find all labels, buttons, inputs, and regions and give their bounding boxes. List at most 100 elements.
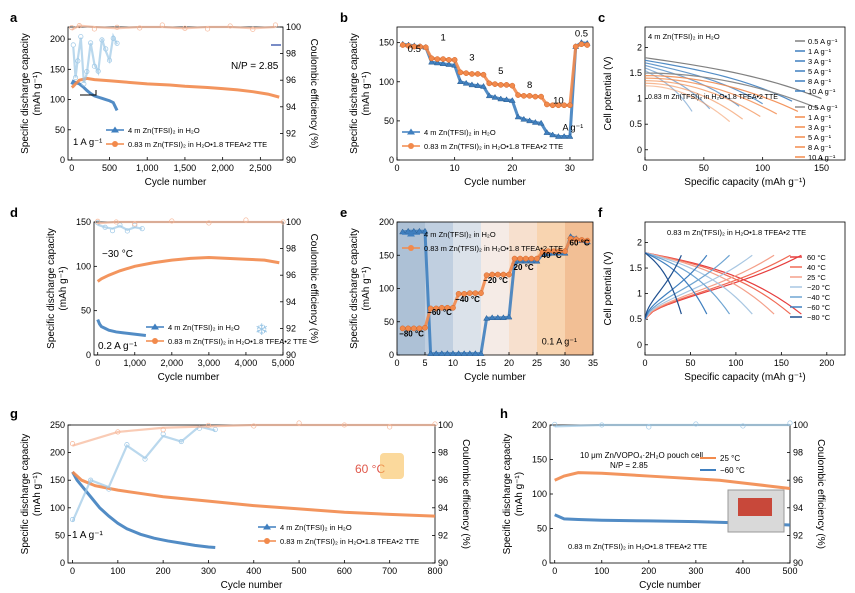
y-axis-label: (mAh g⁻¹) [361, 266, 372, 310]
ce-point [132, 221, 138, 227]
data-point [509, 82, 516, 89]
ce-point [139, 226, 145, 232]
y2-tick-label: 90 [438, 558, 448, 568]
arrow-left [80, 90, 97, 96]
y2-tick-label: 96 [793, 475, 803, 485]
data-point [526, 92, 533, 99]
y-axis-label: Specific discharge capacity [20, 434, 31, 555]
data-point [489, 271, 496, 278]
ce-point [212, 426, 218, 433]
x-tick-label: 2,000 [161, 358, 184, 368]
data-point [494, 271, 501, 278]
legend-label: 25 °C [720, 454, 740, 463]
data-point [488, 314, 496, 321]
data-point [532, 93, 539, 100]
data-point [508, 97, 516, 103]
ce-point [250, 26, 256, 32]
x-tick-label: 0 [394, 163, 399, 173]
y-tick-label: 0 [389, 350, 394, 360]
data-point [433, 305, 440, 312]
legend-label: 0.83 m Zn(TFSI)₂ in H₂O•1.8 TFEA•2 TTE [424, 244, 563, 253]
legend-label: 4 m Zn(TFSI)₂ in H₂O [128, 126, 200, 135]
y-tick-label: 150 [76, 217, 91, 227]
y-tick-label: 0 [60, 558, 65, 568]
y-tick-label: 100 [379, 77, 394, 87]
ce-point [272, 22, 279, 28]
x-tick-label: 20 [507, 163, 517, 173]
ce-point [91, 63, 97, 69]
x-tick-label: 50 [699, 163, 709, 173]
data-point [486, 80, 493, 87]
data-point [428, 58, 436, 65]
data-point [443, 350, 451, 356]
y-tick-label: 100 [50, 503, 65, 513]
x-axis-label: Specific capacity (mAh g⁻¹) [684, 372, 805, 383]
x-tick-label: 400 [246, 566, 261, 576]
ce-point [72, 74, 79, 81]
ce-point [75, 58, 81, 64]
y-tick-label: 1.5 [629, 68, 642, 78]
data-point [422, 44, 429, 51]
data-point [584, 237, 591, 244]
x-tick-label: 5,000 [272, 358, 295, 368]
series-line [71, 471, 216, 550]
data-point [503, 96, 510, 103]
data-point [451, 57, 458, 63]
ce-point [95, 68, 101, 74]
y2-tick-label: 100 [286, 217, 301, 227]
data-point [515, 92, 521, 98]
data-point [456, 78, 464, 85]
y2-tick-label: 94 [286, 297, 296, 307]
data-point [461, 290, 468, 297]
annotation: 0.83 m Zn(TFSI)₂ in H₂O•1.8 TFEA•2 TTE [568, 542, 707, 551]
data-point [427, 350, 435, 356]
data-point [446, 57, 452, 63]
ce-point [182, 25, 188, 31]
data-point [534, 255, 540, 262]
y-tick-label: 200 [532, 420, 547, 430]
data-point [545, 248, 552, 255]
data-point [503, 82, 510, 88]
series-line [554, 423, 790, 428]
y2-tick-label: 92 [286, 323, 296, 333]
x-axis-label: Cycle number [464, 372, 526, 383]
data-point [544, 101, 550, 108]
x-axis-label: Specific capacity (mAh g⁻¹) [684, 177, 805, 188]
annotation: 10 μm Zn/VOPO₄·2H₂O pouch cell [580, 451, 703, 460]
ce-point [69, 25, 75, 31]
data-point [468, 81, 476, 88]
y-tick-label: 50 [384, 116, 394, 126]
x-tick-label: 35 [588, 358, 598, 368]
legend-label: 0.83 m Zn(TFSI)₂ in H₂O•1.8 TFEA•2 TTE [128, 140, 267, 149]
x-tick-label: 0 [394, 358, 399, 368]
data-point [438, 350, 446, 356]
charge-curve [644, 254, 730, 320]
voltage-curve [644, 252, 708, 315]
thermometer-icon [380, 453, 404, 479]
voltage-curve [644, 80, 761, 118]
annotation: 0.2 A g⁻¹ [98, 341, 138, 352]
data-point [562, 248, 568, 255]
y-tick-label: 100 [76, 261, 91, 271]
series-line [96, 318, 147, 337]
panel-label: g [10, 406, 18, 421]
y-tick-label: 2 [637, 237, 642, 247]
x-tick-label: 2,000 [211, 163, 234, 173]
y2-tick-label: 98 [286, 244, 296, 254]
ce-point [251, 423, 257, 429]
legend-label: −80 °C [807, 313, 831, 322]
legend-marker [111, 126, 119, 133]
y-tick-label: 50 [55, 125, 65, 135]
y2-tick-label: 92 [438, 530, 448, 540]
data-point [416, 325, 423, 332]
x-tick-label: 600 [337, 566, 352, 576]
panel-label: f [598, 205, 603, 220]
ce-point [114, 24, 120, 30]
y-axis-label: (mAh g⁻¹) [361, 71, 372, 115]
x-tick-label: 800 [427, 566, 442, 576]
x-tick-label: 10 [450, 163, 460, 173]
data-point [497, 82, 504, 88]
data-point [455, 350, 463, 356]
y-tick-label: 200 [50, 448, 65, 458]
ce-point [78, 34, 84, 40]
